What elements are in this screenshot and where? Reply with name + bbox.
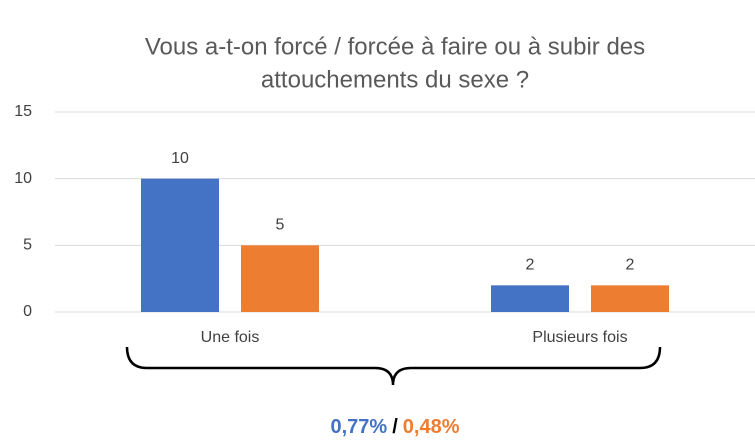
- bar: [591, 285, 669, 312]
- x-tick-label: Une fois: [201, 329, 260, 346]
- brace: [125, 346, 662, 386]
- annotation-part: 0,48%: [403, 416, 460, 438]
- y-tick-label: 0: [23, 303, 32, 320]
- bar: [491, 285, 569, 312]
- chart-title: Vous a-t-on forcé / forcée à faire ou à …: [145, 33, 645, 60]
- annotation-part: /: [392, 416, 398, 438]
- annotation-part: 0,77%: [331, 416, 388, 438]
- y-tick-label: 15: [14, 103, 32, 120]
- y-tick-label: 5: [23, 237, 32, 254]
- value-label: 2: [526, 257, 535, 274]
- chart-title: attouchements du sexe ?: [261, 66, 529, 93]
- value-label: 10: [171, 150, 189, 167]
- annotation: 0,77%/0,48%: [331, 416, 460, 438]
- y-tick-label: 10: [14, 170, 32, 187]
- bar: [141, 178, 219, 312]
- value-label: 5: [276, 217, 285, 234]
- value-label: 2: [626, 257, 635, 274]
- bar: [241, 245, 319, 312]
- x-tick-label: Plusieurs fois: [532, 329, 627, 346]
